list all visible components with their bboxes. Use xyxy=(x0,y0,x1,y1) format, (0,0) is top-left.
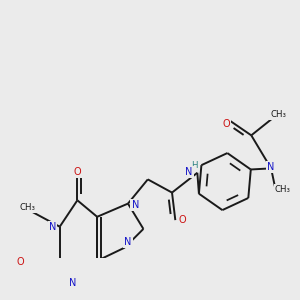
Text: O: O xyxy=(74,167,81,177)
Text: N: N xyxy=(185,167,193,177)
Text: O: O xyxy=(179,215,186,225)
Text: N: N xyxy=(49,222,56,232)
Text: N: N xyxy=(132,200,139,210)
Text: O: O xyxy=(223,119,230,129)
Text: CH₃: CH₃ xyxy=(270,110,286,119)
Text: O: O xyxy=(17,257,25,267)
Text: N: N xyxy=(124,237,132,247)
Text: N: N xyxy=(69,278,76,288)
Text: CH₃: CH₃ xyxy=(275,185,291,194)
Text: CH₃: CH₃ xyxy=(20,203,36,212)
Text: N: N xyxy=(267,162,275,172)
Text: H: H xyxy=(191,161,198,170)
